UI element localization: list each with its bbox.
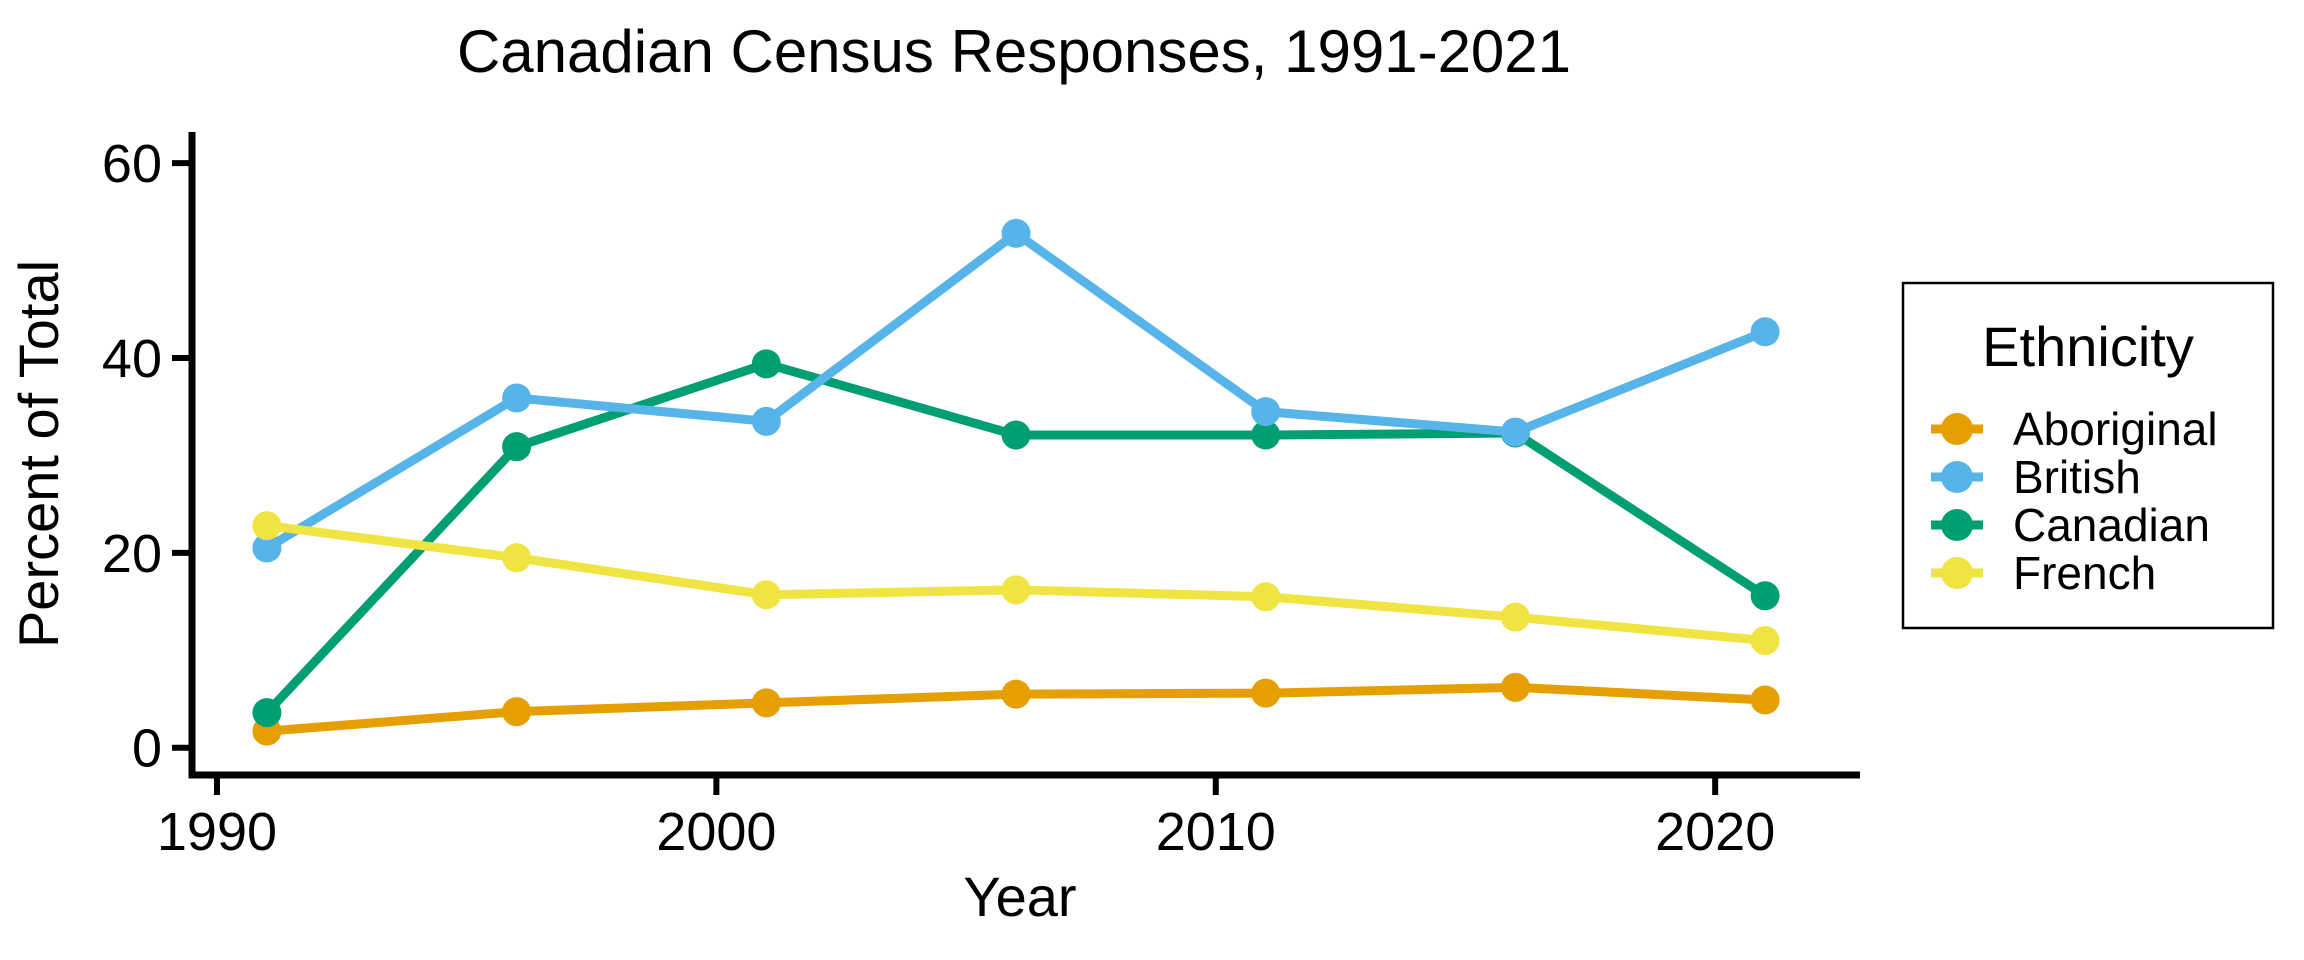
point-canadian-2006 (1001, 420, 1031, 450)
legend-item-canadian: Canadian (1931, 499, 2210, 551)
axes: 1990 2000 2010 2020 0 20 40 60 (102, 132, 1860, 862)
legend-item-label: Canadian (2013, 499, 2210, 551)
x-tick-label: 2000 (656, 802, 776, 862)
legend-item-label: French (2013, 547, 2156, 599)
point-french-2001 (751, 580, 781, 610)
y-tick-label: 20 (102, 524, 162, 584)
legend-key-dot (1941, 461, 1973, 493)
point-canadian-1991 (252, 698, 282, 728)
x-tick-label: 2020 (1655, 802, 1775, 862)
point-aboriginal-2001 (751, 688, 781, 718)
legend-key-dot (1941, 509, 1973, 541)
point-aboriginal-2021 (1750, 685, 1780, 715)
point-british-2021 (1750, 317, 1780, 347)
point-canadian-2011 (1251, 420, 1281, 450)
point-canadian-2001 (751, 349, 781, 379)
legend-item-british: British (1931, 451, 2141, 503)
x-axis-title: Year (963, 865, 1076, 928)
x-tick-label: 1990 (157, 802, 277, 862)
legend-key-dot (1941, 413, 1973, 445)
point-british-1996 (502, 383, 532, 413)
point-canadian-1996 (502, 432, 532, 462)
point-canadian-2021 (1750, 581, 1780, 611)
point-british-2006 (1001, 218, 1031, 248)
point-french-1996 (502, 543, 532, 573)
legend: Ethnicity AboriginalBritishCanadianFrenc… (1901, 281, 2275, 630)
legend-item-french: French (1931, 547, 2156, 599)
point-british-1991 (252, 533, 282, 563)
series-line-british (264, 228, 1767, 552)
point-aboriginal-2016 (1500, 672, 1530, 702)
point-british-2001 (751, 406, 781, 436)
legend-key-dot (1941, 557, 1973, 589)
point-british-2016 (1500, 417, 1530, 447)
legend-item-label: Aboriginal (2013, 403, 2218, 455)
legend-title: Ethnicity (1982, 315, 2194, 378)
point-french-1991 (252, 511, 282, 541)
point-british-2011 (1251, 397, 1281, 427)
point-french-2016 (1500, 602, 1530, 632)
point-french-2011 (1251, 582, 1281, 612)
legend-item-aboriginal: Aboriginal (1931, 403, 2218, 455)
y-tick-label: 60 (102, 134, 162, 194)
point-aboriginal-2011 (1251, 678, 1281, 708)
y-tick-label: 0 (132, 719, 162, 779)
y-axis-title: Percent of Total (7, 260, 70, 648)
point-french-2021 (1750, 626, 1780, 656)
point-aboriginal-2006 (1001, 679, 1031, 709)
y-tick-label: 40 (102, 329, 162, 389)
x-tick-label: 2010 (1156, 802, 1276, 862)
point-aboriginal-1996 (502, 697, 532, 727)
legend-item-label: British (2013, 451, 2141, 503)
series-points (252, 218, 1780, 746)
series-lines (263, 228, 1768, 736)
point-french-2006 (1001, 575, 1031, 605)
chart-title: Canadian Census Responses, 1991-2021 (457, 18, 1571, 85)
